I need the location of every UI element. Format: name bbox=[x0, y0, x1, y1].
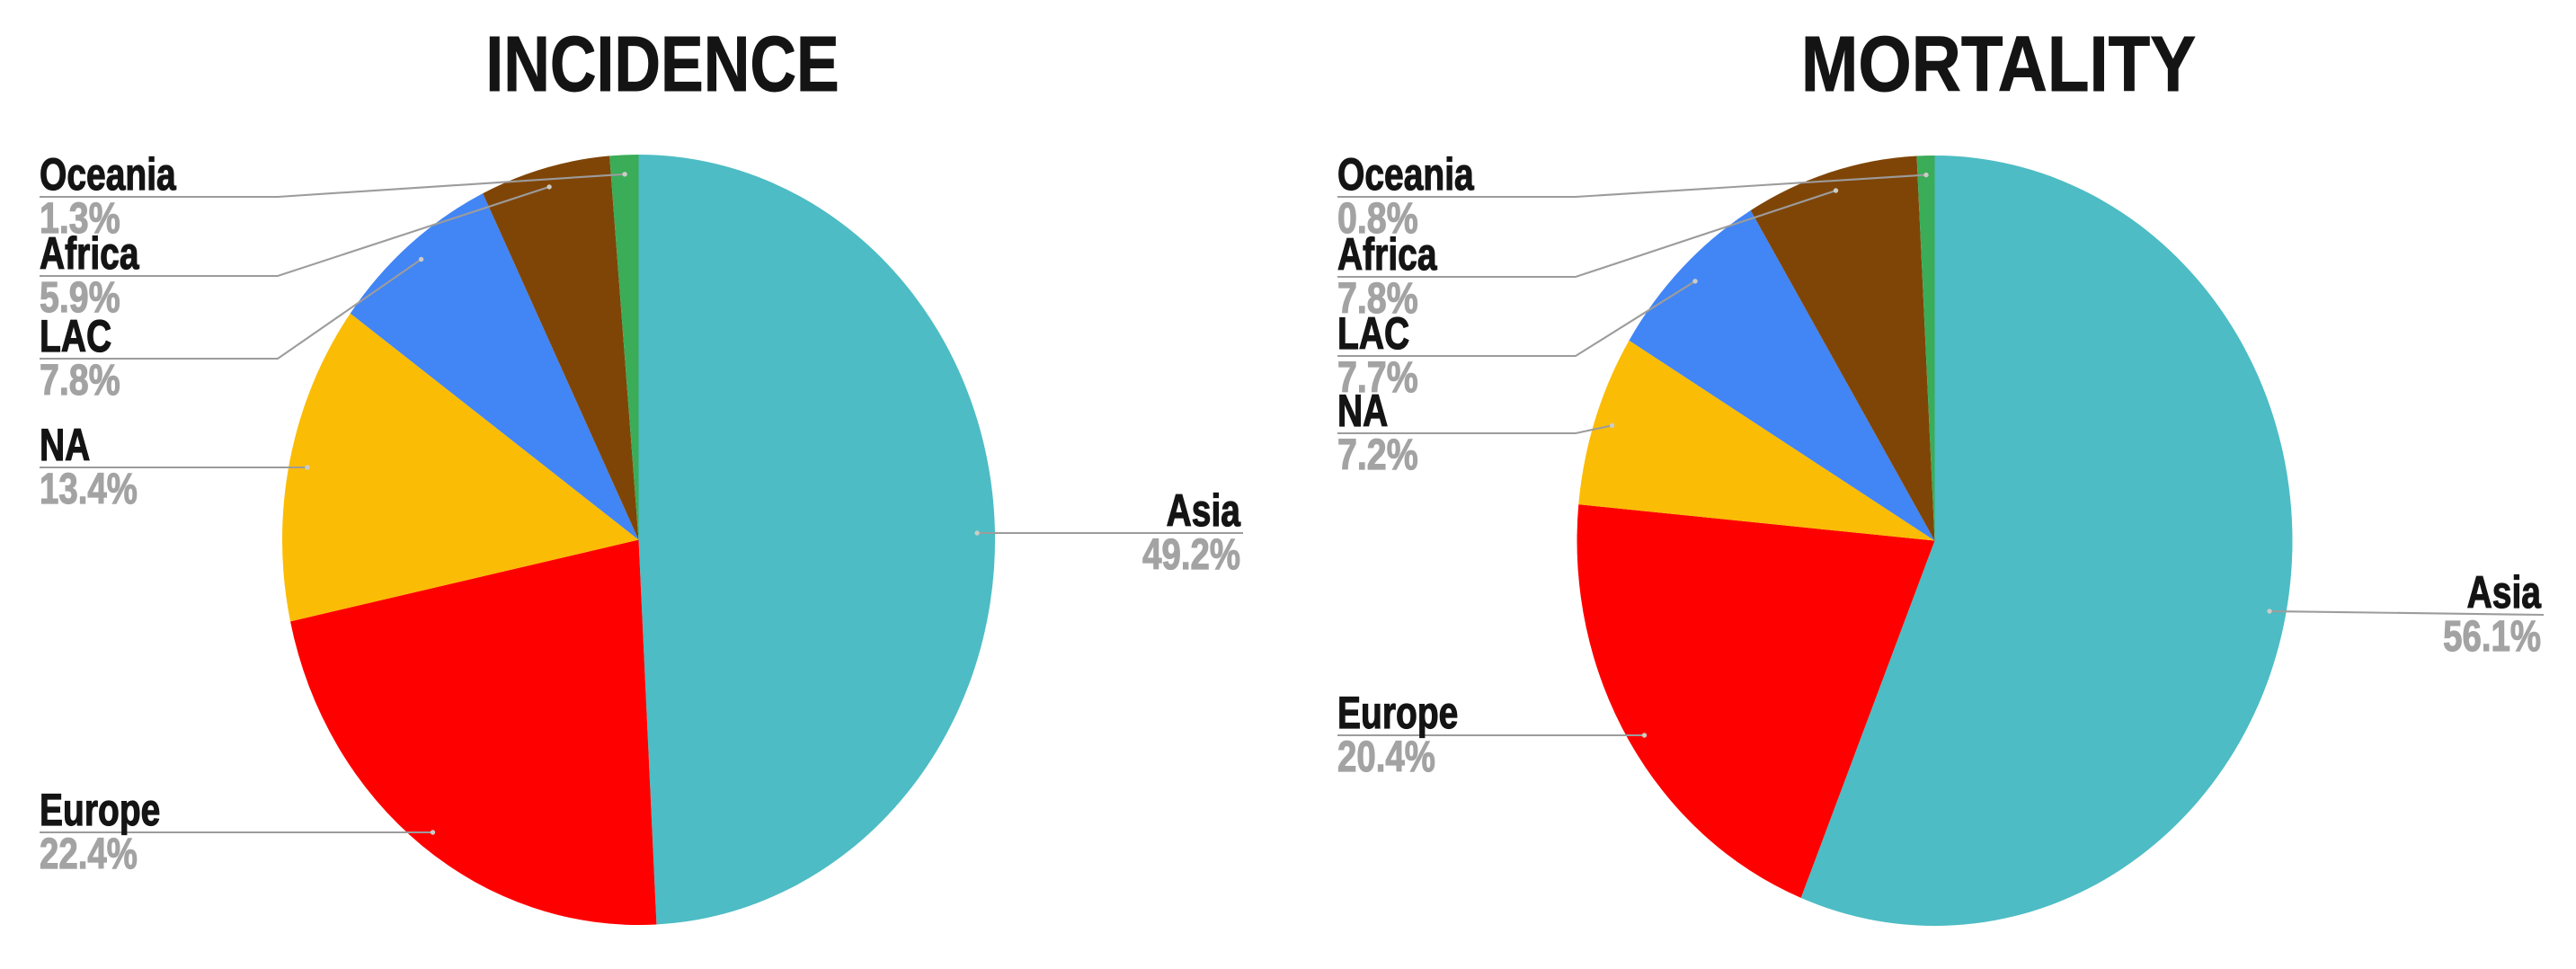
svg-text:20.4%: 20.4% bbox=[1337, 733, 1435, 781]
svg-text:7.7%: 7.7% bbox=[1337, 353, 1418, 402]
svg-text:7.8%: 7.8% bbox=[1337, 274, 1418, 323]
svg-text:INCIDENCE: INCIDENCE bbox=[485, 20, 839, 107]
svg-text:7.2%: 7.2% bbox=[1337, 431, 1418, 479]
svg-text:Asia: Asia bbox=[2467, 566, 2542, 618]
svg-text:Europe: Europe bbox=[40, 784, 160, 835]
svg-text:Europe: Europe bbox=[1337, 687, 1458, 738]
svg-text:1.3%: 1.3% bbox=[40, 194, 120, 243]
svg-text:49.2%: 49.2% bbox=[1142, 531, 1240, 579]
svg-text:7.8%: 7.8% bbox=[40, 356, 120, 404]
svg-text:Africa: Africa bbox=[40, 227, 139, 279]
svg-text:0.8%: 0.8% bbox=[1337, 194, 1418, 243]
svg-text:LAC: LAC bbox=[40, 310, 111, 361]
svg-text:Asia: Asia bbox=[1167, 484, 1241, 536]
svg-text:LAC: LAC bbox=[1337, 307, 1409, 359]
svg-text:Oceania: Oceania bbox=[1337, 148, 1475, 200]
svg-text:13.4%: 13.4% bbox=[40, 466, 138, 513]
svg-text:5.9%: 5.9% bbox=[40, 273, 120, 322]
svg-text:NA: NA bbox=[1337, 385, 1388, 436]
svg-text:Oceania: Oceania bbox=[40, 148, 177, 200]
svg-text:Africa: Africa bbox=[1337, 228, 1437, 280]
svg-text:NA: NA bbox=[40, 419, 90, 470]
svg-text:MORTALITY: MORTALITY bbox=[1801, 21, 2196, 108]
svg-text:56.1%: 56.1% bbox=[2443, 613, 2541, 661]
svg-text:22.4%: 22.4% bbox=[40, 831, 138, 878]
